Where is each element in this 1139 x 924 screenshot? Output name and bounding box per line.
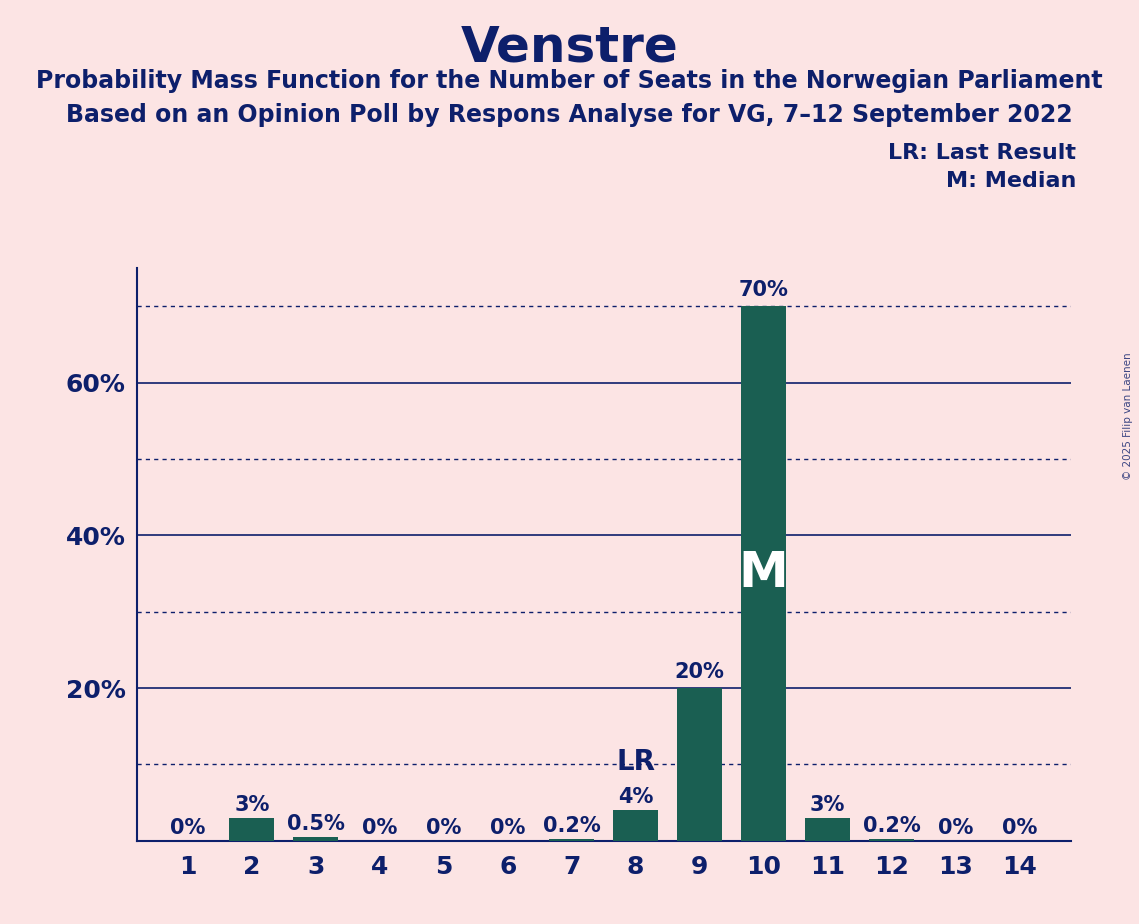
Text: 4%: 4% <box>618 787 654 808</box>
Text: 20%: 20% <box>674 662 724 682</box>
Bar <box>805 818 850 841</box>
Text: 0.5%: 0.5% <box>287 814 345 834</box>
Bar <box>229 818 274 841</box>
Text: © 2025 Filip van Laenen: © 2025 Filip van Laenen <box>1123 352 1133 480</box>
Text: 3%: 3% <box>235 795 270 815</box>
Bar <box>549 839 595 841</box>
Bar <box>869 839 913 841</box>
Bar <box>294 837 338 841</box>
Text: Venstre: Venstre <box>460 23 679 71</box>
Text: Based on an Opinion Poll by Respons Analyse for VG, 7–12 September 2022: Based on an Opinion Poll by Respons Anal… <box>66 103 1073 128</box>
Bar <box>678 688 722 841</box>
Text: M: M <box>739 550 788 598</box>
Text: LR: Last Result: LR: Last Result <box>888 143 1076 164</box>
Text: 0.2%: 0.2% <box>862 816 920 836</box>
Text: 0%: 0% <box>362 818 398 838</box>
Text: 0%: 0% <box>426 818 461 838</box>
Bar <box>741 306 786 841</box>
Text: 0%: 0% <box>1002 818 1038 838</box>
Text: 0%: 0% <box>937 818 973 838</box>
Text: 0.2%: 0.2% <box>543 816 600 836</box>
Text: 3%: 3% <box>810 795 845 815</box>
Text: 0%: 0% <box>490 818 525 838</box>
Text: 70%: 70% <box>739 280 788 300</box>
Bar <box>613 810 658 841</box>
Text: Probability Mass Function for the Number of Seats in the Norwegian Parliament: Probability Mass Function for the Number… <box>36 69 1103 93</box>
Text: 0%: 0% <box>170 818 205 838</box>
Text: LR: LR <box>616 748 655 776</box>
Text: M: Median: M: Median <box>947 171 1076 191</box>
